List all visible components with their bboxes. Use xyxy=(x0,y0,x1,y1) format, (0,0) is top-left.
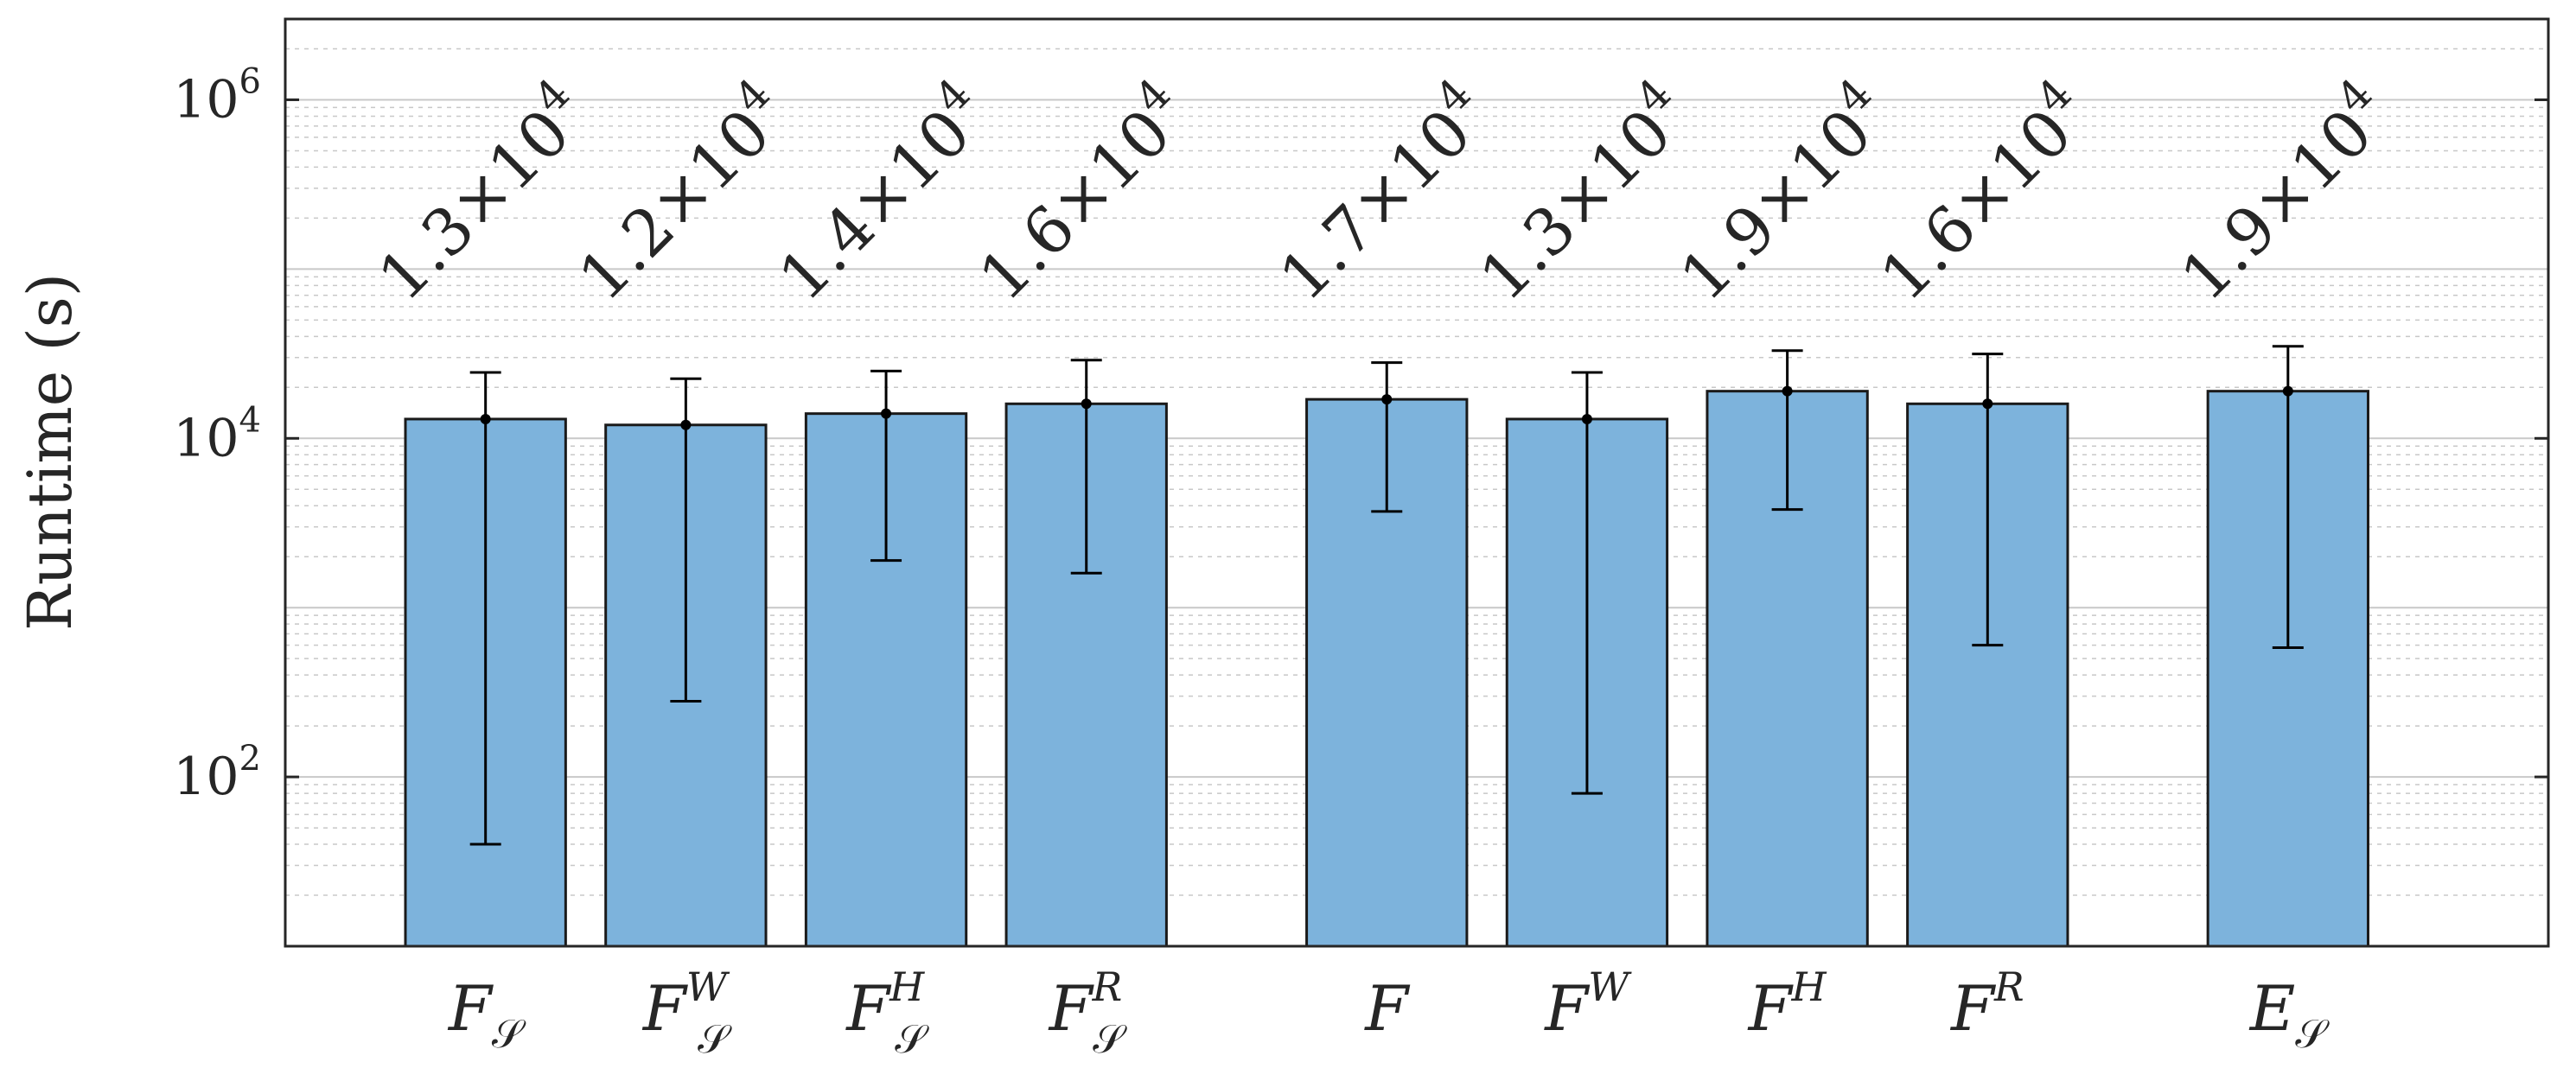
tick-base: 10 xyxy=(173,408,239,468)
category-superscript: R xyxy=(1092,963,1123,1010)
y-tick-label: 102 xyxy=(173,739,261,807)
x-category-label: F xyxy=(1363,972,1411,1045)
category-subscript: 𝒮 xyxy=(698,1015,732,1062)
x-category-label: FH xyxy=(1747,963,1827,1045)
category-base: F xyxy=(1543,972,1591,1045)
category-superscript: W xyxy=(1588,963,1632,1010)
x-category-label: F𝒮 xyxy=(447,972,526,1057)
x-category-label: FW xyxy=(1543,963,1632,1045)
category-base: F xyxy=(641,972,689,1045)
category-base: F xyxy=(1363,972,1411,1045)
tick-exponent: 2 xyxy=(239,739,261,779)
x-category-label: FW 𝒮 xyxy=(641,963,732,1062)
category-superscript: W xyxy=(686,963,730,1010)
category-subscript: 𝒮 xyxy=(895,1015,929,1062)
error-bars xyxy=(469,345,2304,846)
mean-marker xyxy=(1081,398,1092,410)
mean-marker xyxy=(1782,385,1793,397)
plot-frame xyxy=(284,17,2550,948)
mean-marker xyxy=(1982,398,1993,410)
mean-marker xyxy=(680,419,692,430)
category-base: F xyxy=(1747,972,1795,1045)
category-subscript: 𝒮 xyxy=(1093,1015,1127,1062)
tick-base: 10 xyxy=(173,747,239,807)
x-category-label: E𝒮 xyxy=(2248,972,2331,1057)
mean-marker xyxy=(1381,394,1393,405)
mean-marker xyxy=(2282,385,2293,397)
x-category-label: FR xyxy=(1949,963,2024,1045)
y-tick-label: 104 xyxy=(173,400,261,468)
category-base: E xyxy=(2248,972,2296,1045)
mean-marker xyxy=(480,413,491,424)
x-axis-category-labels: F𝒮 FW 𝒮 FH 𝒮 FR 𝒮 F FW FH FR E𝒮 xyxy=(447,963,2330,1062)
category-subscript: 𝒮 xyxy=(492,1010,526,1057)
tick-exponent: 6 xyxy=(239,61,261,101)
y-tick-label: 106 xyxy=(173,61,261,130)
tick-exponent: 4 xyxy=(239,400,261,440)
category-base: F xyxy=(447,972,494,1045)
y-axis-title: Runtime (s) xyxy=(15,273,86,631)
category-base: F xyxy=(1949,972,1997,1045)
mean-marker xyxy=(881,408,892,419)
category-superscript: R xyxy=(1993,963,2024,1010)
category-base: F xyxy=(845,972,892,1045)
x-category-label: FH 𝒮 xyxy=(845,963,929,1062)
category-superscript: H xyxy=(1791,963,1827,1010)
mean-marker xyxy=(1581,413,1592,424)
tick-base: 10 xyxy=(173,69,239,130)
x-category-label: FR 𝒮 xyxy=(1048,963,1128,1062)
category-subscript: 𝒮 xyxy=(2295,1010,2330,1057)
category-base: F xyxy=(1048,972,1095,1045)
category-superscript: H xyxy=(889,963,925,1010)
